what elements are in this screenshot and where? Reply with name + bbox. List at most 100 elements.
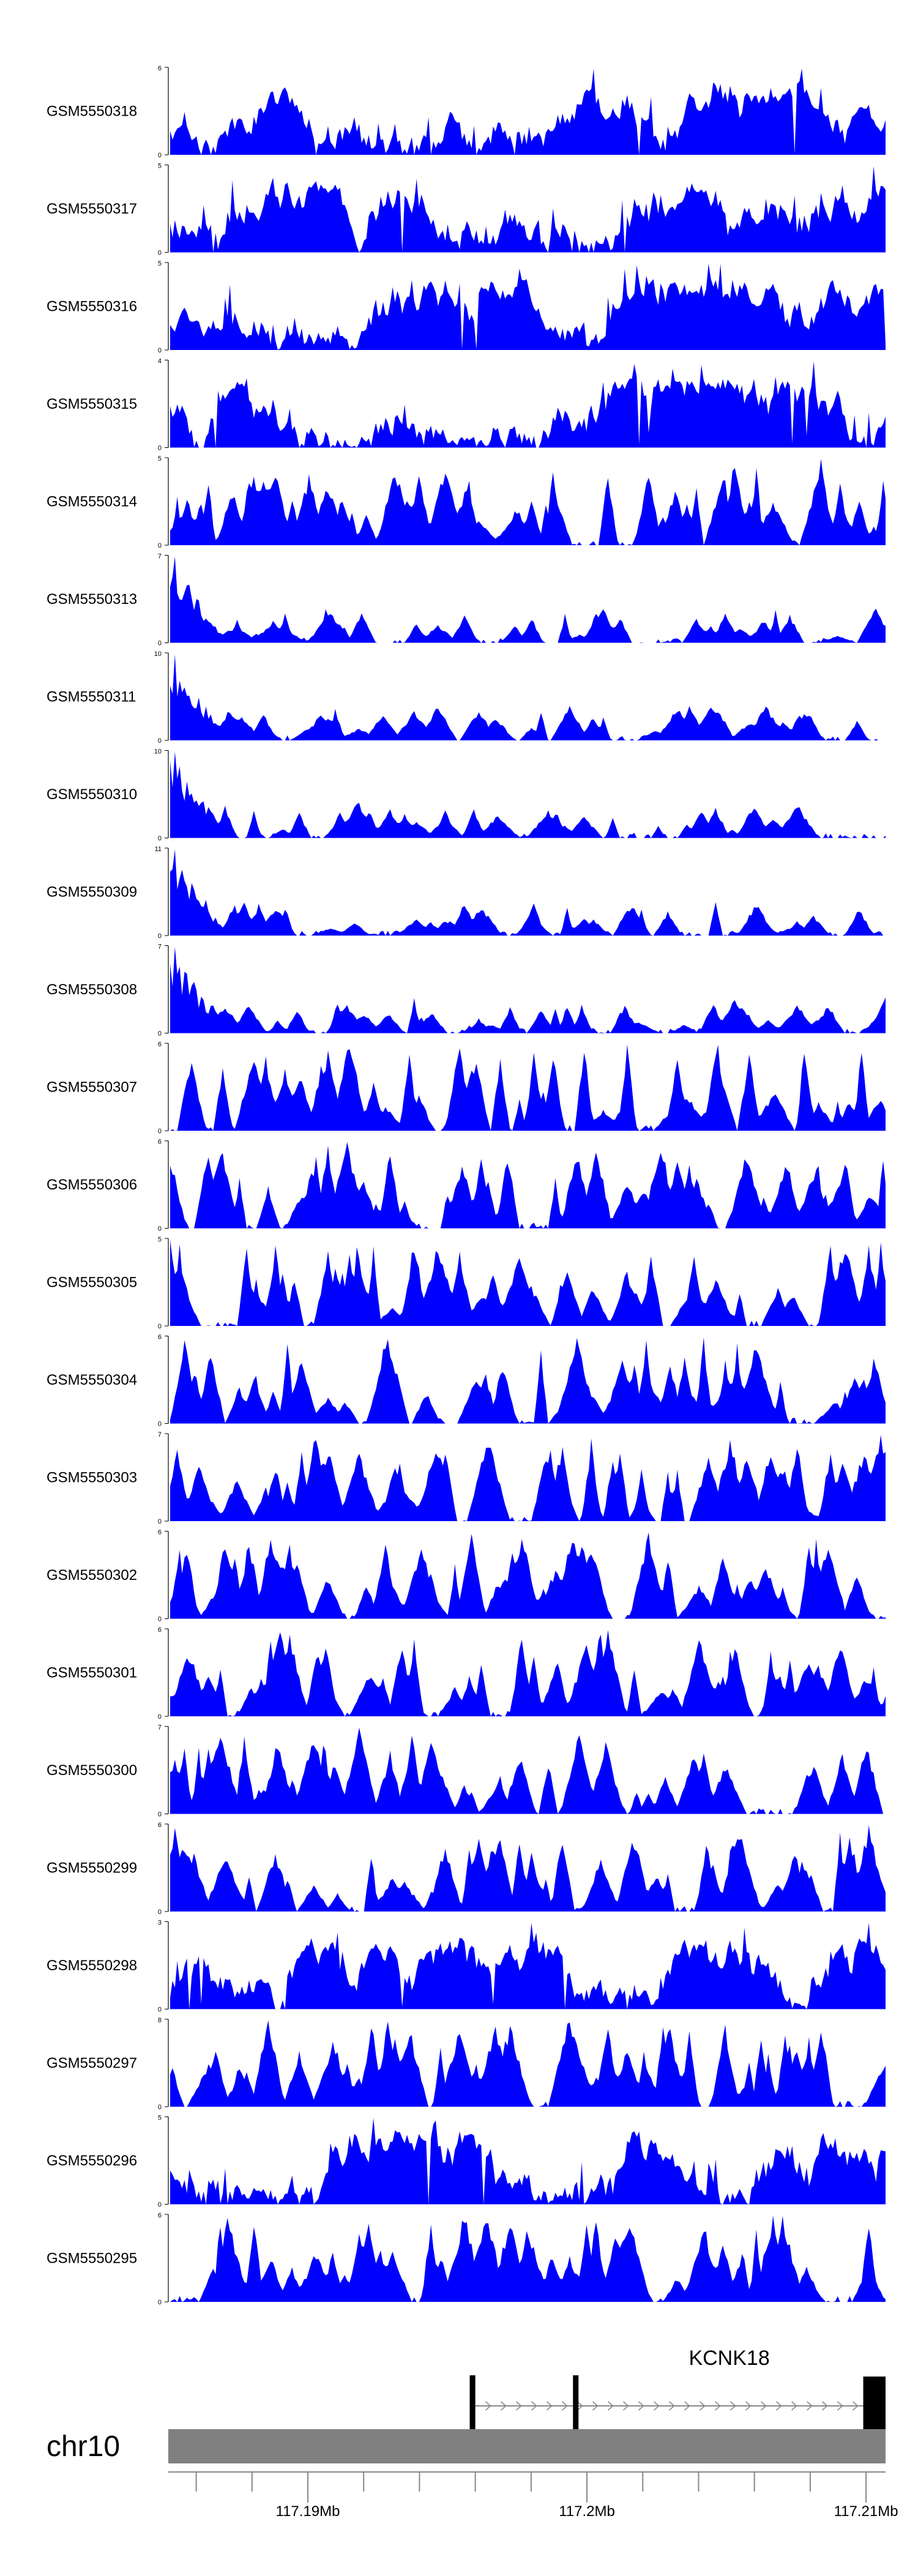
y-tick-label-max: 5 [158,163,162,170]
strand-arrow [668,2401,675,2411]
track-label: GSM5550300 [47,1762,137,1779]
coverage-area [170,1727,886,1814]
coverage-area [170,751,886,838]
track-label: GSM5550316 [47,299,137,315]
exon [469,2375,476,2436]
track-GSM5550317: GSM5550317 5 0 [47,163,886,257]
coverage-area [170,1923,886,2009]
track-label: GSM5550318 [47,103,137,120]
track-label: GSM5550295 [47,2250,137,2267]
track-GSM5550296: GSM5550296 5 0 [47,2115,886,2209]
track-GSM5550316: GSM5550316 5 0 [47,260,886,354]
y-tick-label-max: 11 [155,846,162,853]
coverage-area [170,849,886,936]
strand-arrow [714,2401,721,2411]
y-tick-label-max: 10 [154,748,162,756]
track-GSM5550313: GSM5550313 7 0 [47,553,886,647]
track-GSM5550297: GSM5550297 8 0 [47,2017,886,2111]
coverage-area [170,947,886,1033]
axis-tick-label: 117.19Mb [276,2503,340,2520]
track-GSM5550301: GSM5550301 6 0 [47,1626,886,1721]
y-tick-label-zero: 0 [158,1226,162,1233]
gene-label: KCNK18 [688,2347,769,2370]
coverage-tracks: GSM555031860GSM555031750GSM555031650GSM5… [47,65,886,2306]
y-tick-label-zero: 0 [158,1616,162,1623]
track-GSM5550305: GSM5550305 5 0 [47,1236,886,1330]
coverage-area [170,1435,886,1521]
track-label: GSM5550310 [47,786,137,803]
coverage-area [170,264,886,350]
y-tick-label-max: 3 [158,1919,162,1927]
y-tick-label-max: 7 [158,944,162,951]
chromosome-label: chr10 [47,2430,120,2463]
strand-arrow [775,2401,782,2411]
y-tick-label-max: 6 [158,1041,162,1048]
y-tick-label-zero: 0 [158,1421,162,1428]
y-tick-label-max: 7 [158,1724,162,1732]
track-label: GSM5550302 [47,1567,137,1584]
y-tick-label-zero: 0 [158,1518,162,1525]
y-tick-label-max: 6 [158,65,162,72]
genome-axis: 117.19Mb 117.2Mb 117.21Mb [168,2471,898,2520]
track-GSM5550304: GSM5550304 6 0 [47,1334,886,1428]
axis-tick-label: 117.2Mb [559,2503,615,2520]
y-tick-label-zero: 0 [158,542,162,549]
track-label: GSM5550306 [47,1177,137,1193]
y-tick-label-zero: 0 [158,2299,162,2306]
coverage-area [170,1142,886,1229]
coverage-area [170,166,886,253]
strand-arrow [760,2401,767,2411]
y-tick-label-max: 5 [158,2115,162,2122]
strand-arrow [546,2401,553,2411]
strand-arrow [684,2401,690,2411]
track-label: GSM5550315 [47,396,137,412]
track-label: GSM5550298 [47,1957,137,1974]
strand-arrow [653,2401,660,2411]
y-tick-label-max: 6 [158,1626,162,1634]
strand-arrow [852,2401,859,2411]
strand-arrow [837,2401,843,2411]
track-GSM5550298: GSM5550298 3 0 [47,1919,886,2014]
strand-arrow [622,2401,629,2411]
coverage-area [170,1337,886,1424]
y-tick-label-zero: 0 [158,1908,162,1916]
strand-arrow [577,2401,583,2411]
y-tick-label-max: 6 [158,1334,162,1341]
coverage-area [170,2020,886,2107]
coverage-area [170,1825,886,1912]
strand-arrow [500,2401,507,2411]
y-tick-label-max: 5 [158,260,162,267]
chromosome-bar [168,2429,886,2463]
y-tick-label-zero: 0 [158,445,162,452]
track-label: GSM5550297 [47,2055,137,2072]
y-tick-label-max: 7 [158,553,162,560]
strand-arrow [515,2401,522,2411]
y-tick-label-zero: 0 [158,737,162,745]
exon [573,2375,579,2436]
coverage-area [170,69,886,155]
y-tick-label-zero: 0 [158,152,162,159]
strand-arrow [730,2401,736,2411]
strand-arrow [699,2401,706,2411]
track-GSM5550302: GSM5550302 6 0 [47,1529,886,1623]
y-tick-label-max: 4 [158,358,162,365]
gene-track: KCNK18 [469,2347,886,2436]
y-tick-label-zero: 0 [158,2104,162,2111]
track-GSM5550308: GSM5550308 7 0 [47,944,886,1038]
track-label: GSM5550296 [47,2153,137,2169]
coverage-area [170,1044,886,1131]
track-label: GSM5550314 [47,494,137,510]
y-tick-label-zero: 0 [158,640,162,647]
track-label: GSM5550309 [47,884,137,901]
y-tick-label-max: 7 [158,1431,162,1439]
track-GSM5550309: GSM5550309 11 0 [47,846,886,940]
strand-arrow [607,2401,614,2411]
track-GSM5550299: GSM5550299 6 0 [47,1822,886,1916]
track-label: GSM5550308 [47,981,137,998]
y-tick-label-max: 5 [158,455,162,463]
track-GSM5550300: GSM5550300 7 0 [47,1724,886,1818]
y-tick-label-zero: 0 [158,2202,162,2209]
track-label: GSM5550313 [47,591,137,608]
track-label: GSM5550307 [47,1079,137,1096]
track-GSM5550314: GSM5550314 5 0 [47,455,886,549]
